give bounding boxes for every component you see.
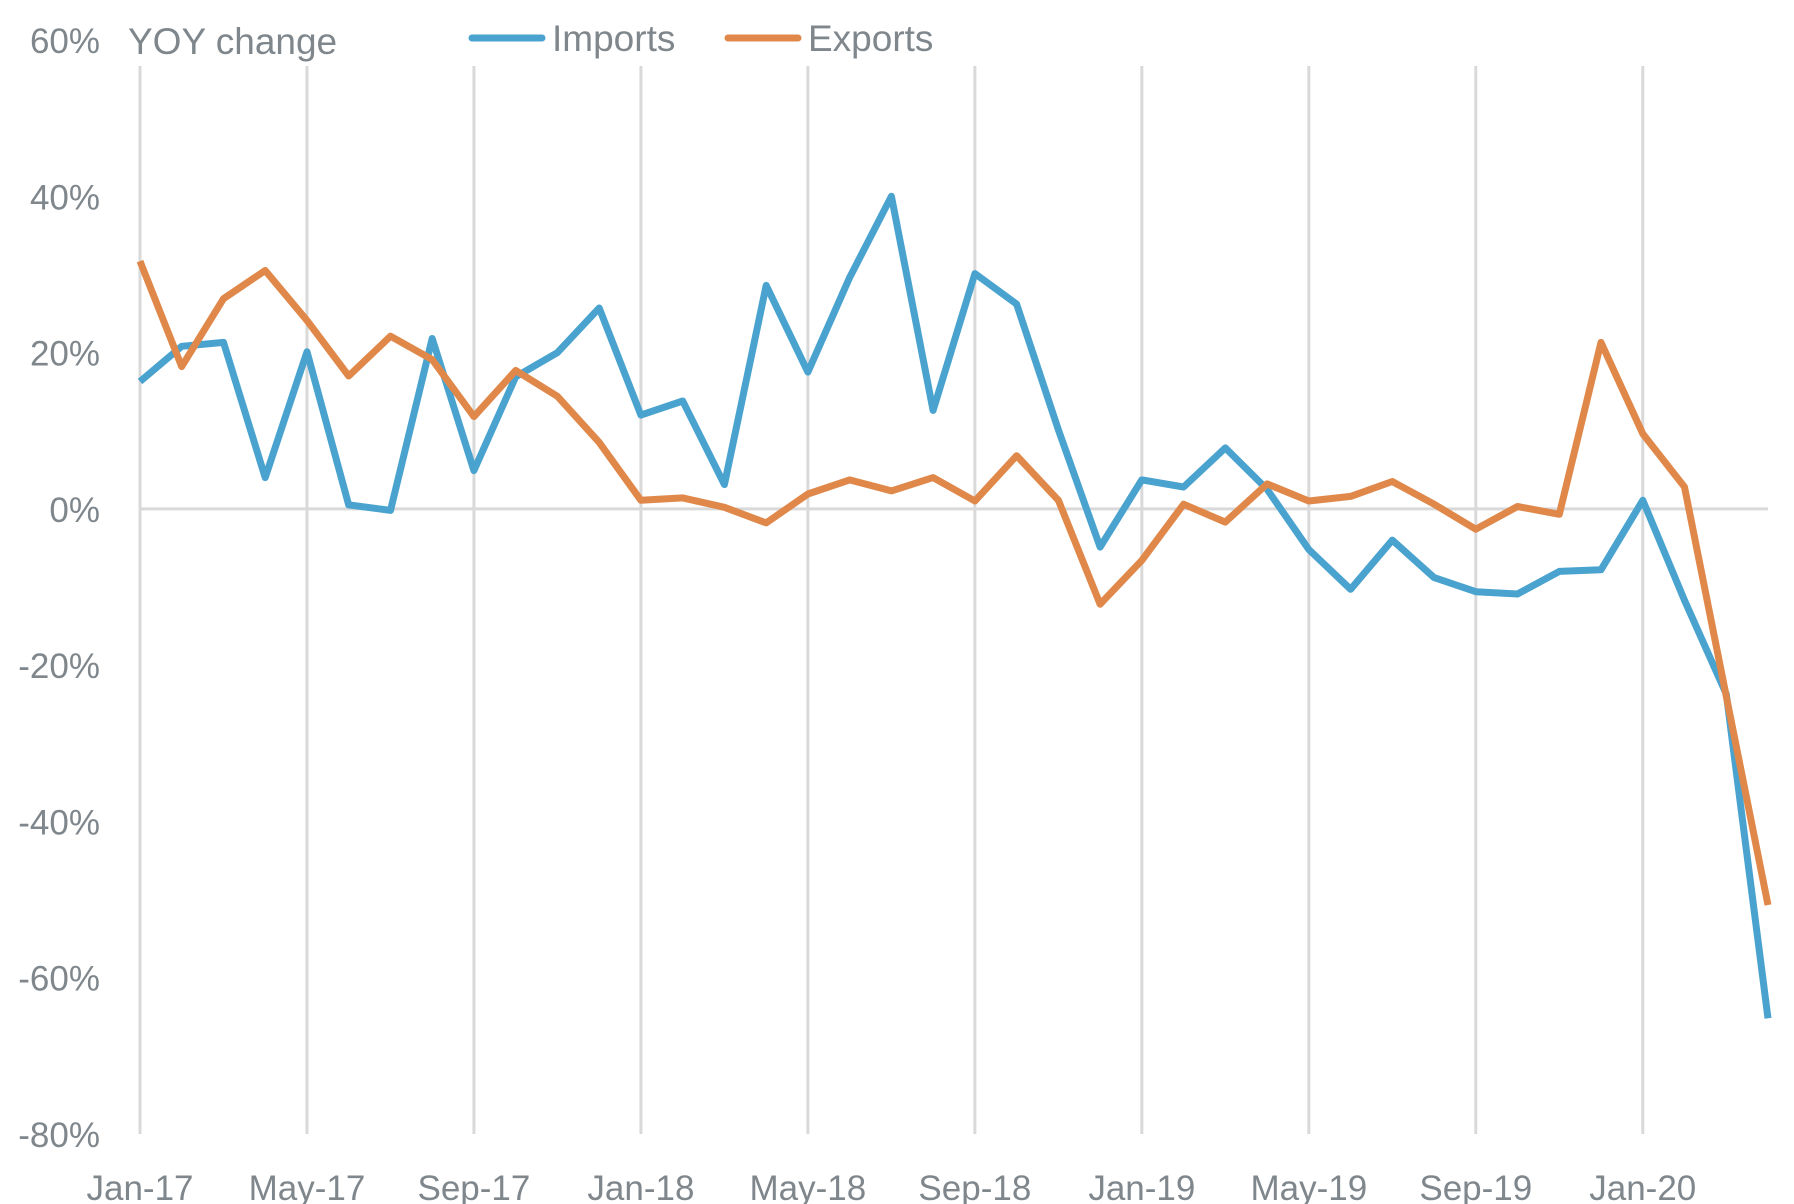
y-axis-label: YOY change	[128, 21, 337, 62]
series-line-exports	[136, 259, 1772, 906]
x-tick-label: Jan-17	[86, 1169, 193, 1204]
legend-label-imports: Imports	[552, 18, 675, 59]
y-tick-label: -20%	[18, 647, 100, 686]
y-tick-label: 40%	[30, 178, 100, 217]
x-tick-label: Sep-18	[918, 1169, 1031, 1204]
x-tick-label: Jan-18	[587, 1169, 694, 1204]
axis-layer: Jan-17 May-17 Sep-17 Jan-18 May-18 Sep-18 Jan-…	[18, 22, 1696, 1204]
y-tick-label: -40%	[18, 803, 100, 842]
x-tick-label: Sep-17	[418, 1169, 531, 1204]
series-line-imports	[137, 192, 1772, 1019]
y-tick-label: 20%	[30, 335, 100, 374]
y-tick-label: -60%	[18, 960, 100, 999]
y-tick-label: 0%	[49, 491, 100, 530]
x-tick-label: Jan-20	[1589, 1169, 1696, 1204]
y-tick-label: -80%	[18, 1116, 100, 1155]
x-tick-label: May-18	[750, 1169, 867, 1204]
grid-layer	[138, 66, 1768, 1134]
legend: Imports Exports	[468, 18, 933, 59]
x-tick-label: May-19	[1250, 1169, 1367, 1204]
x-tick-label: Jan-19	[1088, 1169, 1195, 1204]
x-tick-label: May-17	[249, 1169, 366, 1204]
series-layer	[136, 192, 1772, 1019]
x-tick-label: Sep-19	[1419, 1169, 1532, 1204]
y-tick-label: 60%	[30, 22, 100, 61]
legend-label-exports: Exports	[808, 18, 933, 59]
